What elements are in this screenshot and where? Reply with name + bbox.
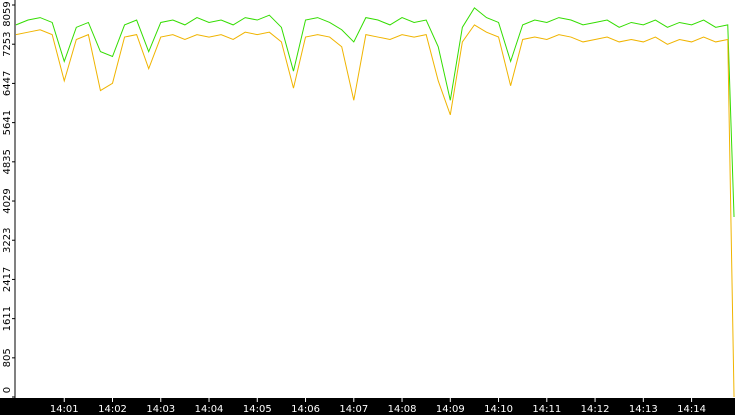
x-tick-label: 14:04: [195, 404, 224, 415]
y-tick-label: 3223: [2, 228, 13, 253]
x-tick-label: 14:10: [484, 404, 513, 415]
x-tick-label: 14:05: [243, 404, 272, 415]
x-tick-label: 14:06: [291, 404, 320, 415]
y-tick-label: 1611: [2, 306, 13, 331]
y-tick-label: 6447: [2, 71, 13, 96]
x-tick-label: 14:02: [98, 404, 127, 415]
x-axis-band: [0, 398, 735, 415]
y-tick-label: 4029: [2, 188, 13, 213]
y-tick-label: 5641: [2, 110, 13, 135]
x-tick-label: 14:13: [629, 404, 658, 415]
y-tick-label: 4835: [2, 149, 13, 174]
x-tick-label: 14:14: [677, 404, 706, 415]
series-line: [15, 7, 735, 218]
x-tick-label: 14:07: [339, 404, 368, 415]
x-tick-label: 14:09: [436, 404, 465, 415]
y-tick-label: 7253: [2, 31, 13, 56]
y-tick-label: 805: [2, 348, 13, 367]
series-line: [15, 24, 735, 398]
x-tick-label: 14:11: [532, 404, 561, 415]
x-tick-label: 14:03: [146, 404, 175, 415]
x-tick-label: 14:12: [581, 404, 610, 415]
x-tick-label: 14:08: [388, 404, 417, 415]
y-tick-label: 8059: [2, 1, 13, 26]
y-tick-label: 0: [2, 387, 13, 393]
x-tick-label: 14:01: [50, 404, 79, 415]
y-tick-label: 2417: [2, 267, 13, 292]
